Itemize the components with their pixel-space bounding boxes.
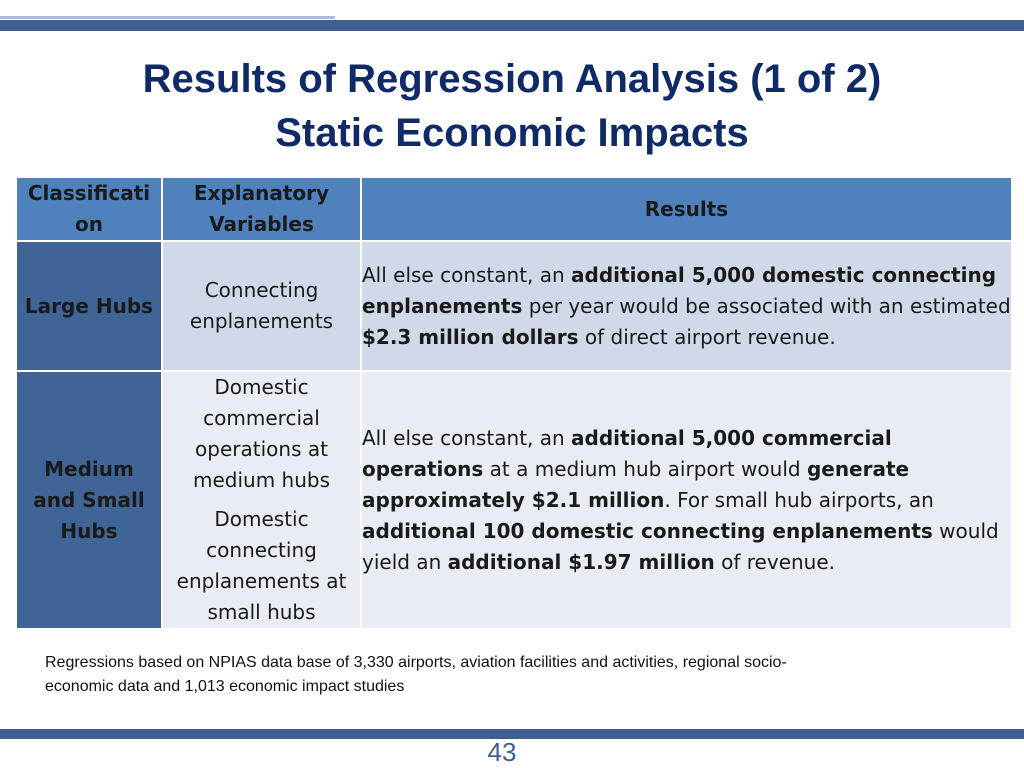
variable-label: Domestic connecting enplanements at smal… [176, 507, 347, 624]
result-segment: would yield an [362, 518, 999, 574]
variables-cell: Connecting enplanements [161, 240, 362, 372]
result-text: All else constant, an additional 5,000 c… [362, 423, 1011, 578]
table-row-large-hubs: Large Hubs Connecting enplanements All e… [15, 240, 1013, 372]
title-line-2: Static Economic Impacts [275, 111, 749, 155]
variables-cell: Domestic commercial operations at medium… [161, 370, 362, 630]
top-bar [0, 20, 1024, 31]
result-segment: All else constant, an [362, 425, 572, 450]
result-segment: at a medium hub airport would [483, 456, 807, 481]
title-line-1: Results of Regression Analysis (1 of 2) [142, 57, 882, 101]
bottom-bar [0, 729, 1024, 739]
slide-title: Results of Regression Analysis (1 of 2) … [0, 52, 1024, 160]
classification-label: Medium and Small Hubs [33, 456, 145, 543]
result-cell: All else constant, an additional 5,000 c… [360, 370, 1013, 630]
result-segment: . For small hub airports, an [664, 487, 934, 512]
result-emphasis: $2.3 million dollars [362, 324, 579, 349]
page-number: 43 [487, 737, 517, 767]
table-row-medium-small-hubs: Medium and Small Hubs Domestic commercia… [15, 370, 1013, 630]
result-emphasis: additional $1.97 million [447, 549, 715, 574]
top-accent-line [0, 16, 335, 19]
result-text: All else constant, an additional 5,000 d… [362, 260, 1011, 353]
classification-cell: Medium and Small Hubs [15, 370, 163, 630]
variable-label: Domestic commercial operations at medium… [192, 375, 331, 492]
result-emphasis: generate approximately $2.1 million [362, 456, 910, 512]
result-emphasis: additional 100 domestic connecting enpla… [362, 518, 933, 543]
header-classification: Classificati on [15, 176, 163, 242]
classification-label: Large Hubs [24, 293, 154, 318]
header-results: Results [360, 176, 1013, 242]
table-header-row: Classificati on Explanatory Variables Re… [15, 176, 1013, 242]
result-segment: of revenue. [714, 549, 836, 574]
classification-cell: Large Hubs [15, 240, 163, 372]
result-segment: of direct airport revenue. [578, 324, 836, 349]
header-explanatory-variables: Explanatory Variables [161, 176, 362, 242]
result-emphasis: additional 5,000 domestic connecting enp… [362, 262, 997, 318]
variable-label: Connecting enplanements [189, 278, 334, 333]
footnote: Regressions based on NPIAS data base of … [45, 654, 787, 695]
result-segment: per year would be associated with an est… [522, 293, 1011, 318]
result-cell: All else constant, an additional 5,000 d… [360, 240, 1013, 372]
results-table: Classificati on Explanatory Variables Re… [15, 176, 1013, 630]
result-segment: All else constant, an [362, 262, 572, 287]
result-emphasis: additional 5,000 commercial operations [362, 425, 892, 481]
